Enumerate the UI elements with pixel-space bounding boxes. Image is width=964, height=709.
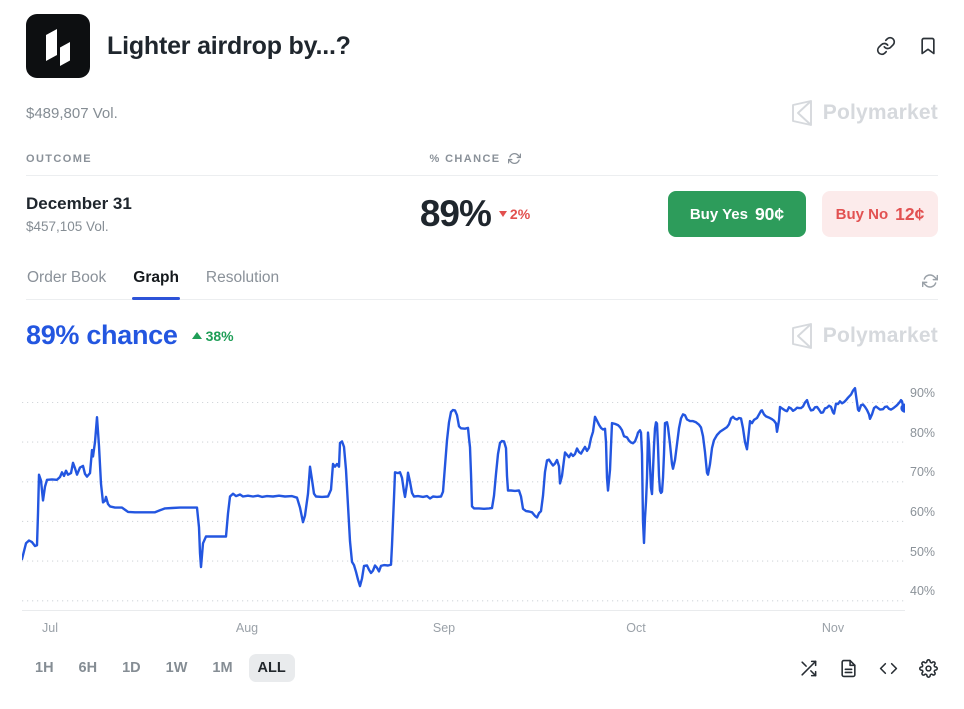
chart-toolbar: 1H 6H 1D 1W 1M ALL [26, 654, 938, 682]
chance-change: 2% [498, 206, 530, 222]
x-axis-tick: Aug [235, 621, 259, 635]
y-axis-tick: 50% [910, 545, 936, 559]
total-volume: $489,807 Vol. [26, 104, 118, 122]
shuffle-icon[interactable] [799, 659, 818, 678]
chance-headline: 89% chance [26, 320, 178, 350]
timeframe-1h[interactable]: 1H [35, 660, 54, 676]
link-icon[interactable] [876, 36, 896, 56]
y-axis-tick: 90% [910, 386, 936, 400]
arrow-up-icon [191, 332, 202, 339]
outcome-table-header: OUTCOME % CHANCE [26, 152, 938, 176]
buy-no-price: 12¢ [895, 203, 925, 224]
chance-headline-change: 38% [191, 328, 234, 344]
timeframe-1d[interactable]: 1D [122, 660, 141, 676]
polymarket-watermark: Polymarket [790, 100, 938, 126]
code-icon[interactable] [879, 659, 898, 678]
detail-tabs: Order Book Graph Resolution [26, 261, 938, 300]
x-axis-tick: Oct [626, 621, 646, 635]
y-axis-tick: 60% [910, 505, 936, 519]
polymarket-logo-icon [791, 100, 812, 126]
timeframe-all[interactable]: ALL [248, 654, 295, 682]
buy-no-button[interactable]: Buy No 12¢ [822, 191, 938, 237]
chance-value: 89% [419, 193, 492, 234]
refresh-icon[interactable] [507, 152, 521, 165]
column-outcome: OUTCOME [26, 152, 93, 165]
outcome-row: December 31 $457,105 Vol. 89% 2% Buy Yes… [26, 176, 938, 251]
column-chance: % CHANCE [429, 152, 521, 165]
gear-icon[interactable] [919, 658, 938, 678]
y-axis-tick: 80% [910, 426, 936, 440]
market-header: Lighter airdrop by...? [26, 14, 938, 78]
y-axis-tick: 70% [910, 465, 936, 479]
bookmark-icon[interactable] [918, 36, 938, 56]
x-axis-tick: Nov [821, 621, 845, 635]
market-logo [26, 14, 90, 78]
polymarket-watermark: Polymarket [790, 322, 938, 349]
buy-yes-price: 90¢ [754, 203, 785, 224]
arrow-down-icon [498, 211, 507, 217]
buy-yes-button[interactable]: Buy Yes 90¢ [668, 191, 806, 237]
x-axis-tick: Jul [42, 621, 58, 635]
tab-order-book[interactable]: Order Book [27, 269, 107, 286]
file-text-icon[interactable] [839, 659, 858, 678]
polymarket-logo-icon [791, 322, 812, 349]
timeframe-1m[interactable]: 1M [212, 660, 233, 676]
y-axis-tick: 40% [910, 584, 936, 598]
tab-graph[interactable]: Graph [132, 261, 180, 300]
x-axis-tick: Sep [432, 621, 456, 635]
timeframe-1w[interactable]: 1W [165, 660, 188, 676]
chart-plot-area[interactable] [22, 383, 905, 611]
outcome-name: December 31 [26, 194, 132, 213]
tab-resolution[interactable]: Resolution [205, 269, 280, 286]
page-title: Lighter airdrop by...? [107, 31, 351, 60]
outcome-volume: $457,105 Vol. [26, 219, 109, 234]
price-chart[interactable]: 90% 80% 70% 60% 50% 40% Jul Aug Sep Oct … [0, 375, 964, 639]
refresh-icon[interactable] [922, 273, 938, 299]
timeframe-6h[interactable]: 6H [78, 660, 98, 676]
